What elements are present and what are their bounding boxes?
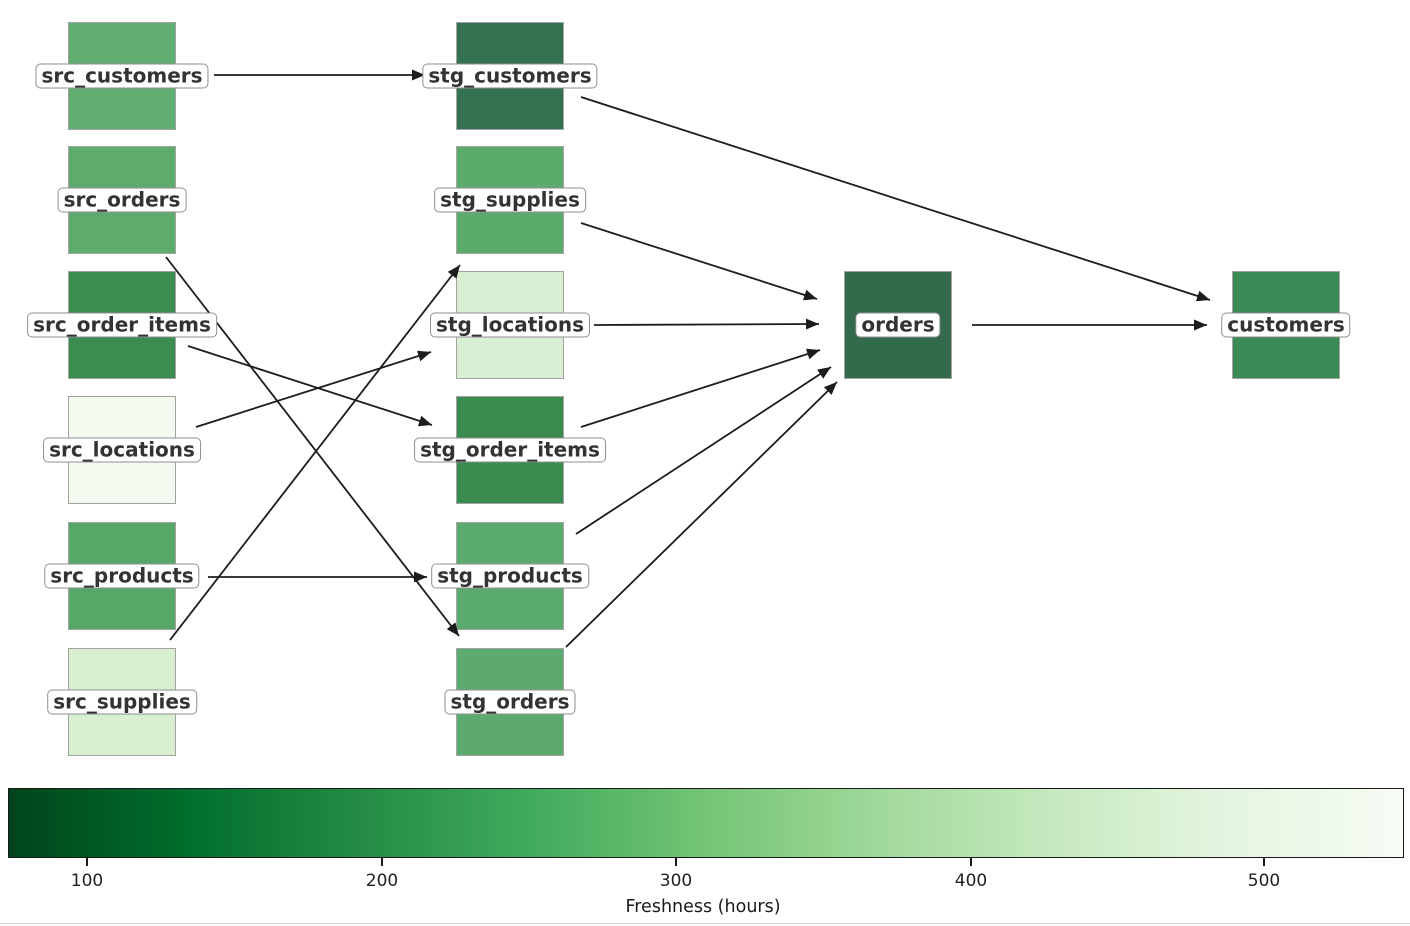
edge-stg_customers-to-customers [580,96,1211,302]
colorbar-tick [970,858,972,866]
node-label-stg_locations: stg_locations [429,312,591,338]
colorbar-tick [381,858,383,866]
node-label-stg_order_items: stg_order_items [414,437,606,463]
node-label-src_supplies: src_supplies [47,689,197,715]
colorbar-tick-label: 200 [365,871,399,891]
node-label-customers: customers [1221,312,1351,338]
node-label-src_order_items: src_order_items [27,312,217,338]
node-label-src_customers: src_customers [35,63,209,89]
figure-bottom-rule [0,923,1410,924]
edge-src_order_items-to-stg_order_items [187,345,433,427]
node-label-stg_supplies: stg_supplies [434,187,586,213]
edge-stg_supplies-to-orders [580,222,818,301]
edge-src_supplies-to-stg_supplies [169,264,461,641]
edge-stg_orders-to-orders [565,381,838,648]
node-label-stg_orders: stg_orders [444,689,576,715]
colorbar-tick-label: 300 [659,871,693,891]
colorbar-tick-label: 100 [70,871,104,891]
colorbar-tick-label: 400 [954,871,988,891]
colorbar-tick [675,858,677,866]
edge-src_locations-to-stg_locations [195,350,432,428]
node-label-src_locations: src_locations [43,437,201,463]
colorbar-axis-label: Freshness (hours) [625,897,781,917]
colorbar-tick [86,858,88,866]
colorbar-tick [1263,858,1265,866]
node-label-orders: orders [855,312,941,338]
freshness-colorbar [8,788,1404,858]
edge-stg_products-to-orders [575,366,832,535]
node-label-stg_products: stg_products [431,563,589,589]
node-label-src_orders: src_orders [57,187,187,213]
node-label-stg_customers: stg_customers [422,63,598,89]
colorbar-tick-label: 500 [1247,871,1281,891]
node-label-src_products: src_products [44,563,200,589]
edge-stg_locations-to-orders [593,318,820,330]
edge-stg_order_items-to-orders [580,348,821,428]
